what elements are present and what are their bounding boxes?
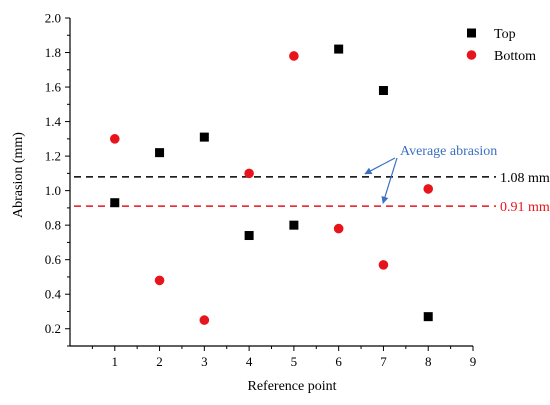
x-axis-title: Reference point xyxy=(247,379,336,394)
point-bottom xyxy=(244,168,254,179)
legend-label: Top xyxy=(494,27,516,42)
y-tick-label: 0.4 xyxy=(45,287,62,302)
point-bottom xyxy=(378,260,389,270)
point-top xyxy=(334,44,344,54)
x-tick-label: 9 xyxy=(470,354,477,369)
y-tick-label: 1.4 xyxy=(45,114,62,129)
point-top xyxy=(378,86,388,96)
y-tick-label: 0.6 xyxy=(45,252,62,267)
data-points xyxy=(109,44,434,325)
axes: 1 2 3 4 5 6 7 8 9 0.2 0.4 0.6 0.8 1.0 1.2 1.4 1.6 1.8 2.0 xyxy=(45,11,477,370)
reference-lines: 1.08 mm 0.91 mm xyxy=(74,171,550,215)
point-top xyxy=(423,312,433,322)
annotation-arrow-black-line xyxy=(364,157,396,175)
y-tick-label: 1.6 xyxy=(45,80,62,95)
y-tick-label: 1.0 xyxy=(45,183,61,198)
y-tick-label: 1.8 xyxy=(45,45,61,60)
point-top xyxy=(110,198,120,208)
annotation-label: Average abrasion xyxy=(400,144,497,159)
point-bottom xyxy=(333,223,344,234)
y-tick-label: 0.8 xyxy=(45,218,61,233)
x-tick-label: 2 xyxy=(156,354,163,369)
x-tick-label: 6 xyxy=(335,354,342,369)
legend: Top Bottom xyxy=(466,27,536,64)
x-tick-label: 1 xyxy=(112,354,119,369)
y-tick-label: 2.0 xyxy=(45,11,61,26)
legend-marker-bottom xyxy=(466,50,477,60)
point-top xyxy=(155,148,165,158)
point-top xyxy=(289,220,299,230)
reference-line-label-1: 1.08 mm xyxy=(500,171,550,186)
x-tick-label: 7 xyxy=(380,354,387,369)
legend-marker-top xyxy=(467,28,476,38)
y-axis-title: Abrasion (mm) xyxy=(11,132,26,218)
point-bottom xyxy=(199,315,210,325)
annotation-arrow-red-line xyxy=(381,157,398,204)
x-tick-label: 8 xyxy=(425,354,432,369)
y-tick-label: 1.2 xyxy=(45,149,61,164)
x-tick-label: 4 xyxy=(246,354,253,369)
legend-label: Bottom xyxy=(494,49,536,64)
point-bottom xyxy=(109,134,120,144)
x-tick-label: 3 xyxy=(201,354,208,369)
y-tick-label: 0.2 xyxy=(45,321,61,336)
point-bottom xyxy=(423,184,434,194)
point-top xyxy=(244,231,254,241)
point-bottom xyxy=(154,275,165,286)
point-top xyxy=(199,132,209,142)
x-tick-label: 5 xyxy=(291,354,298,369)
annotation: Average abrasion xyxy=(364,144,497,204)
reference-line-label-2: 0.91 mm xyxy=(500,200,550,215)
point-bottom xyxy=(289,51,299,61)
